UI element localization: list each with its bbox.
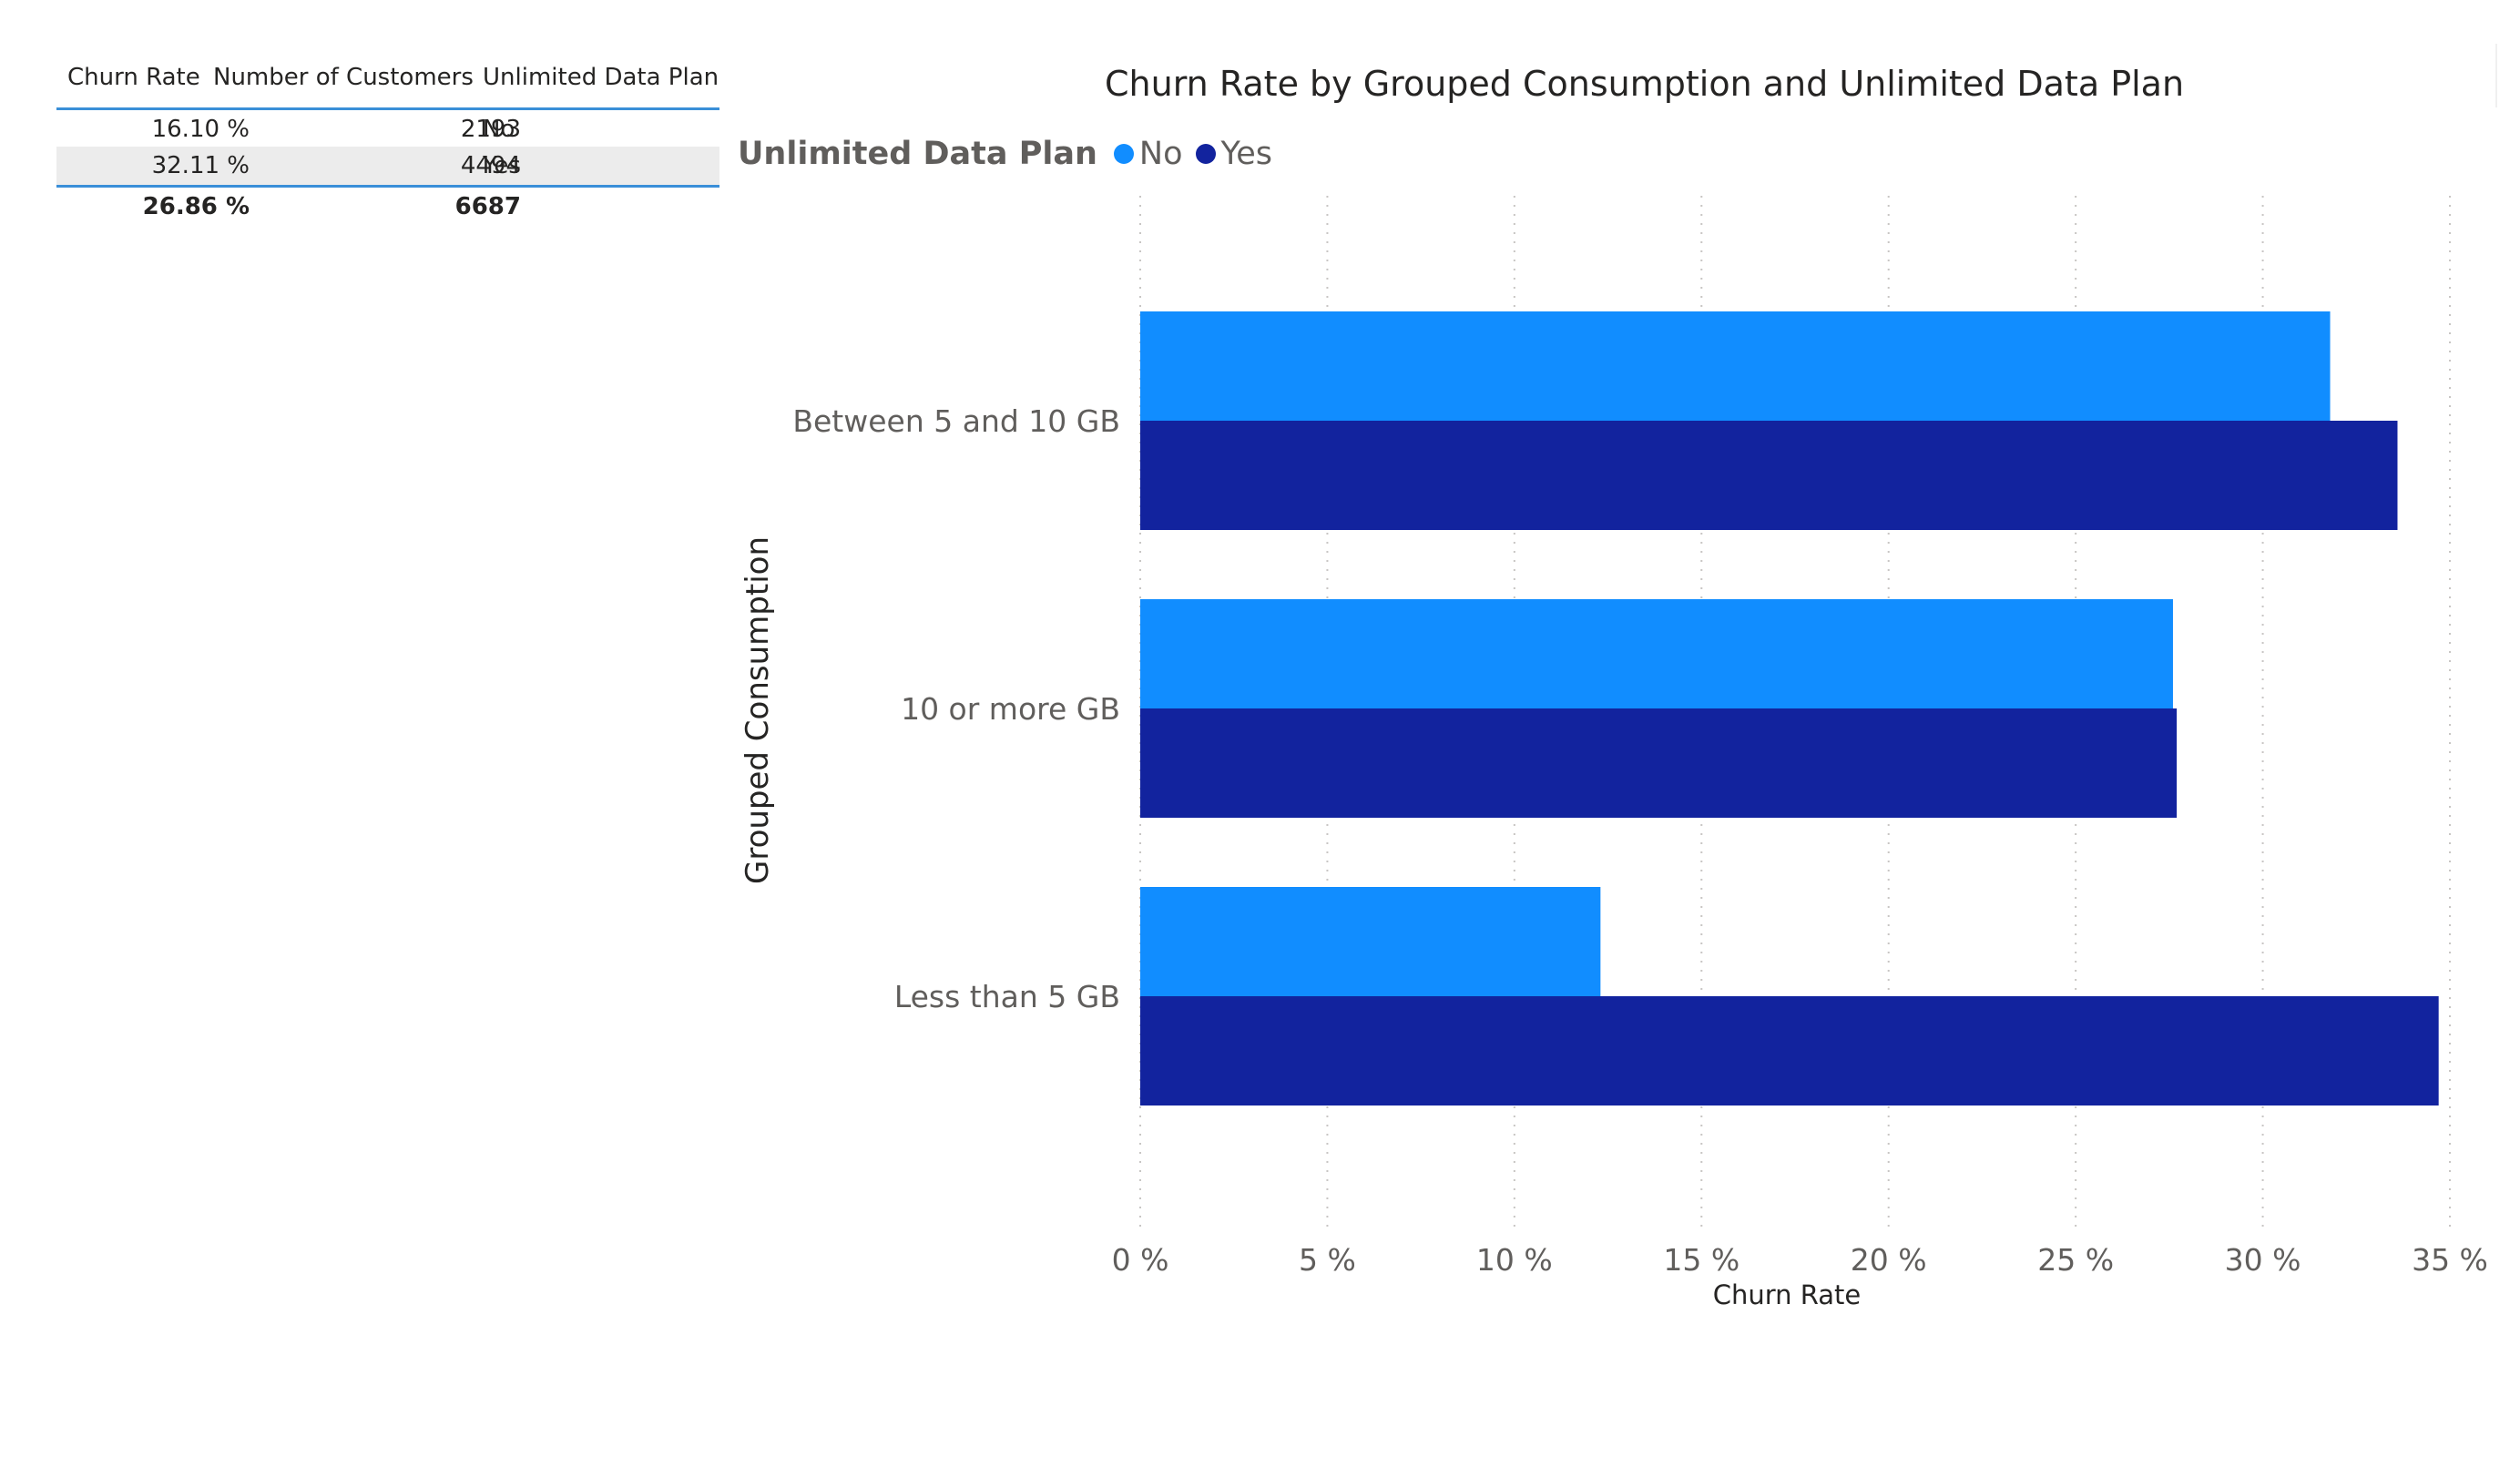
x-tick-label: 5 % [1299,1242,1356,1278]
header-churn-rate[interactable]: Churn Rate [67,64,200,91]
legend-item-yes[interactable]: Yes [1195,136,1273,172]
y-category-label: 10 or more GB [901,691,1120,727]
legend-dot-yes [1195,144,1216,164]
cell-customers: 2193 [460,116,521,143]
legend-label-no: No [1138,136,1183,172]
chart-title: Churn Rate by Grouped Consumption and Un… [1105,64,2185,104]
cell-customers: 4494 [460,152,521,179]
bar-yes[interactable] [1140,996,2439,1105]
bar-yes[interactable] [1140,708,2178,818]
x-axis-title: Churn Rate [1712,1279,1862,1310]
x-tick-label: 0 % [1112,1242,1169,1278]
total-customers: 6687 [454,193,521,220]
y-category-label: Between 5 and 10 GB [792,403,1120,439]
header-number-of-customers[interactable]: Number of Customers [213,64,474,91]
legend-label-yes: Yes [1220,136,1273,172]
bar-no[interactable] [1140,599,2173,708]
table-total-row: 26.86 % 6687 [56,185,719,226]
bar-no[interactable] [1140,887,1601,996]
table-row[interactable]: 32.11 % 4494 Yes [56,147,719,185]
y-category-label: Less than 5 GB [894,979,1120,1014]
header-unlimited-data-plan[interactable]: Unlimited Data Plan [483,64,719,91]
x-tick-label: 25 % [2037,1242,2114,1278]
cell-plan: No [483,116,515,143]
x-tick-label: 10 % [1476,1242,1553,1278]
cell-churn-rate: 32.11 % [151,152,250,179]
y-axis-title: Grouped Consumption [740,535,776,885]
chart-legend: Unlimited Data Plan No Yes [738,132,1285,176]
panel-edge [2495,44,2497,107]
bar-no[interactable] [1140,311,2331,421]
table-row[interactable]: 16.10 % 2193 No [56,110,719,148]
total-churn-rate: 26.86 % [142,193,250,220]
legend-item-no[interactable]: No [1113,136,1183,172]
legend-title: Unlimited Data Plan [738,136,1097,172]
table-header: Churn Rate Number of Customers Unlimited… [56,55,719,110]
cell-plan: Yes [483,152,521,179]
legend-dot-no [1113,144,1134,164]
cell-churn-rate: 16.10 % [151,116,250,143]
x-tick-label: 20 % [1851,1242,1927,1278]
x-tick-label: 15 % [1663,1242,1740,1278]
x-tick-label: 35 % [2412,1242,2488,1278]
bar-yes[interactable] [1140,421,2398,530]
x-tick-label: 30 % [2225,1242,2301,1278]
